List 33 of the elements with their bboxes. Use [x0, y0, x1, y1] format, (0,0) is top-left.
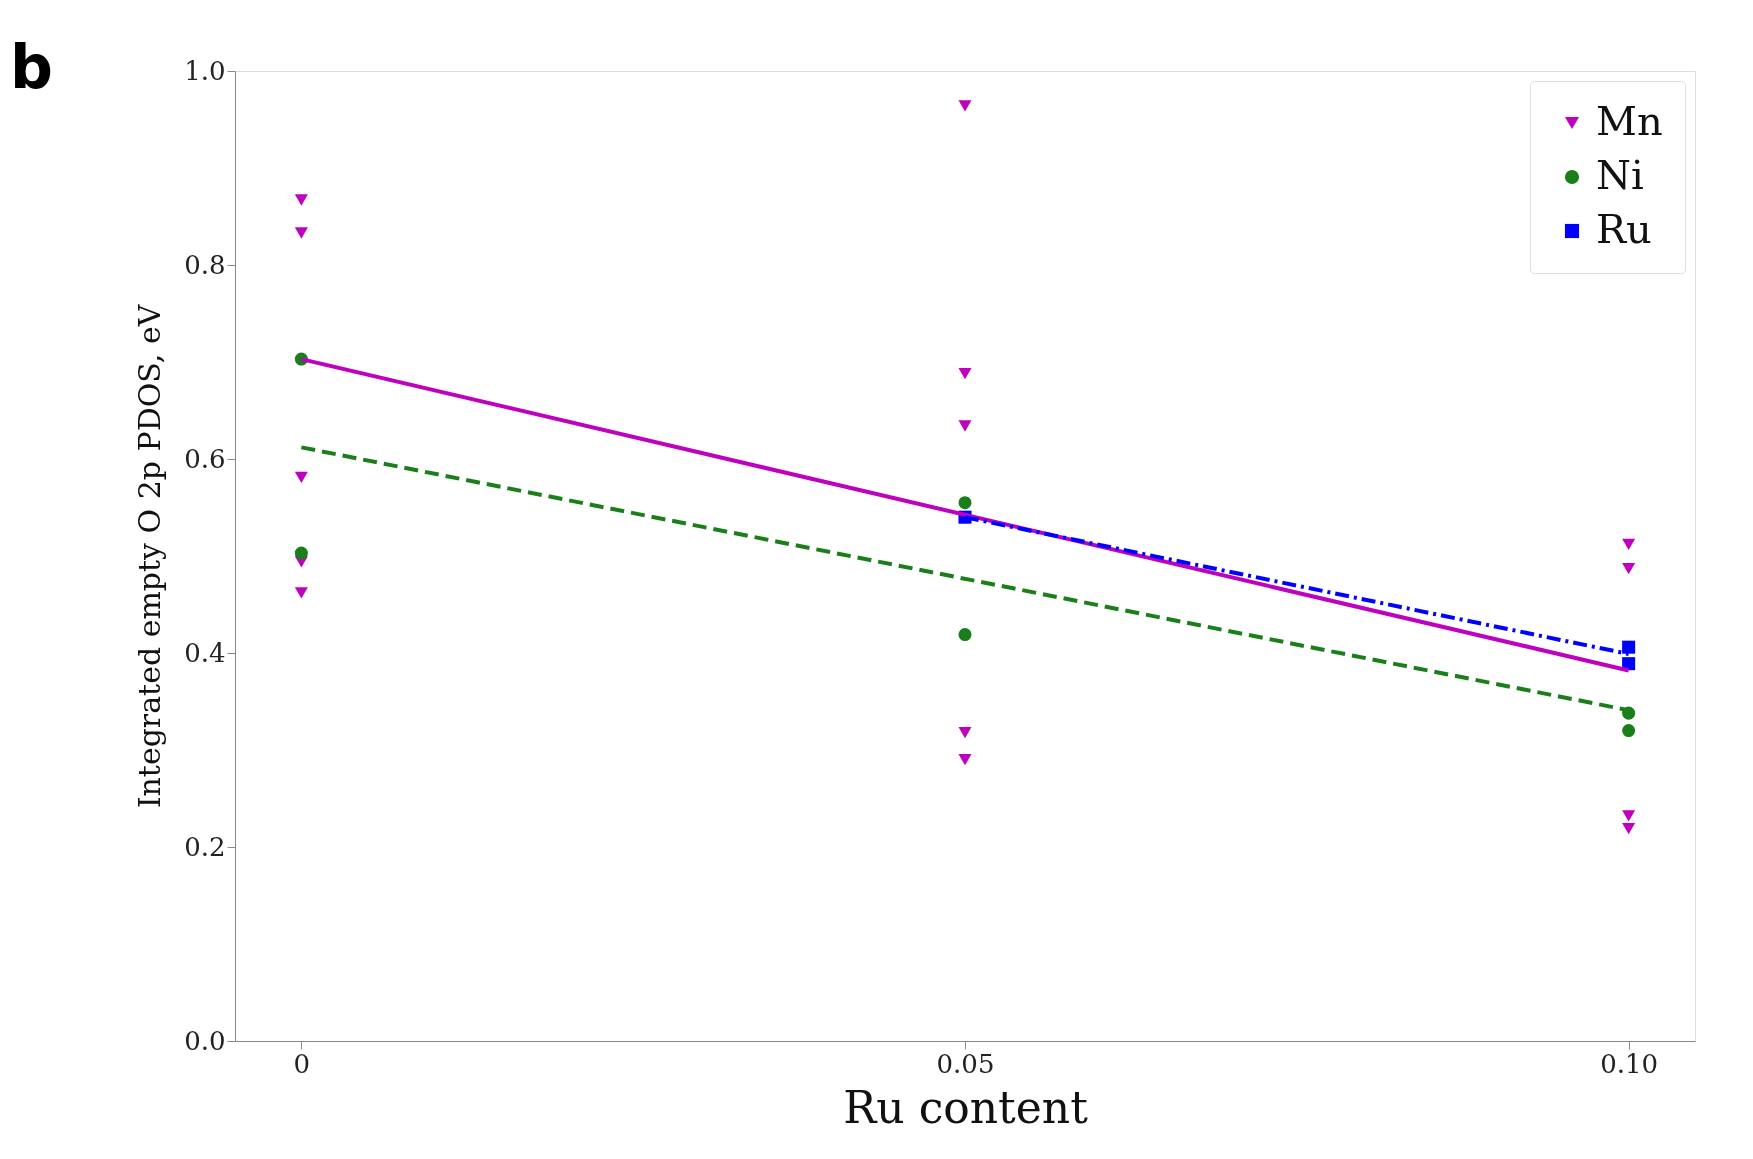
- x-tick-label: 0.10: [1600, 1048, 1659, 1079]
- legend-label: Ni: [1596, 152, 1644, 198]
- point: [294, 587, 308, 599]
- y-tick-label: 0.2: [184, 831, 226, 862]
- point: [1622, 724, 1636, 738]
- y-tick-label: 0.8: [184, 249, 226, 280]
- x-axis-title: Ru content: [843, 1081, 1089, 1133]
- y-tick-label: 1.0: [184, 55, 226, 86]
- point: [958, 420, 972, 432]
- point: [294, 471, 308, 484]
- point: [958, 100, 972, 112]
- y-axis-title: Integrated empty O 2p PDOS, eV: [132, 303, 168, 809]
- text: b: [10, 32, 53, 102]
- point: [294, 227, 308, 239]
- x-tick-label: 0.05: [936, 1048, 995, 1079]
- point: [958, 367, 972, 380]
- y-tick-label: 0.4: [184, 637, 226, 668]
- point: [294, 194, 308, 206]
- point: [1622, 538, 1636, 551]
- legend-label: Ru: [1596, 206, 1652, 252]
- point: [1622, 562, 1636, 575]
- point: [958, 496, 972, 510]
- point: [958, 754, 972, 766]
- point: [958, 628, 972, 642]
- point: [1622, 810, 1636, 822]
- point: [1622, 822, 1636, 835]
- legend-label: Mn: [1596, 98, 1663, 144]
- y-tick-label: 0.6: [184, 443, 226, 474]
- y-tick-label: 0.0: [184, 1025, 226, 1056]
- point: [958, 726, 972, 739]
- x-tick-label: 0: [293, 1048, 311, 1079]
- point: [1622, 640, 1636, 654]
- point: [294, 546, 308, 560]
